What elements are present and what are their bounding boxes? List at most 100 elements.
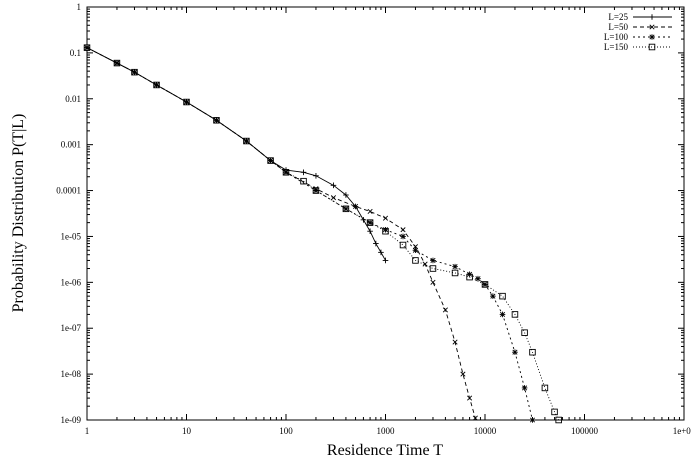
data-point	[451, 269, 459, 277]
data-point	[475, 275, 481, 282]
y-tick-label: 1e-07	[61, 323, 82, 333]
data-point	[467, 395, 473, 401]
series-layer	[83, 44, 562, 424]
data-point	[399, 241, 407, 249]
data-point	[153, 81, 160, 89]
series-line	[86, 47, 533, 421]
series-L=150	[83, 44, 562, 424]
data-point	[430, 279, 436, 285]
data-point	[499, 311, 506, 318]
data-point	[442, 307, 448, 313]
data-point	[366, 219, 374, 226]
legend-item: L=150	[604, 42, 672, 52]
y-tick-label: 1e-08	[61, 369, 82, 379]
data-point	[430, 257, 436, 264]
data-point	[400, 227, 406, 233]
data-point	[131, 69, 138, 75]
data-point	[352, 203, 359, 210]
data-point	[511, 311, 519, 318]
data-point	[373, 240, 379, 247]
legend-marker	[648, 43, 656, 51]
x-tick-label: 1000	[377, 426, 396, 436]
legend-label: L=25	[608, 12, 628, 22]
data-point	[472, 415, 478, 421]
data-point	[378, 249, 384, 256]
data-point	[213, 117, 220, 124]
x-tick-label: 100	[279, 426, 293, 436]
legend-item: L=50	[608, 22, 672, 32]
data-point	[367, 228, 373, 235]
data-point	[382, 215, 389, 221]
data-point	[551, 408, 558, 416]
data-point	[183, 98, 190, 106]
y-tick-label: 0.01	[65, 94, 81, 104]
x-tick-label: 1	[85, 426, 90, 436]
legend-marker	[649, 14, 655, 20]
data-point	[343, 192, 349, 198]
x-axis-title: Residence Time T	[327, 442, 443, 459]
series-L=50	[84, 45, 478, 421]
y-axis-title: Probability Distribution P(T|L)	[10, 114, 27, 313]
data-point	[360, 217, 367, 223]
data-point	[113, 59, 121, 67]
legend-marker	[649, 24, 655, 30]
data-point	[529, 348, 536, 356]
data-point	[183, 99, 190, 105]
data-point	[412, 247, 419, 254]
data-point	[243, 137, 250, 145]
legend-label: L=150	[604, 42, 629, 52]
data-point	[555, 416, 562, 424]
data-point	[499, 292, 506, 300]
data-point	[481, 281, 489, 288]
axis-ticks: 1 10 100 1000 10000 100000 1e+06 1e-09 1e-08 1e-0…	[56, 2, 691, 436]
data-point	[300, 169, 307, 176]
data-point	[429, 265, 437, 272]
data-point	[213, 117, 220, 124]
data-point	[367, 208, 373, 215]
data-point	[521, 385, 528, 391]
legend-label: L=100	[604, 32, 629, 42]
data-point	[313, 172, 319, 179]
data-point	[490, 293, 496, 299]
data-point	[460, 371, 466, 377]
data-point	[330, 182, 337, 189]
data-point	[541, 384, 549, 392]
y-tick-label: 0.1	[70, 48, 81, 58]
plot-frame	[86, 6, 685, 421]
data-point	[282, 169, 290, 176]
data-point	[83, 44, 91, 51]
y-tick-label: 0.001	[61, 140, 81, 150]
legend-item: L=100	[604, 32, 672, 42]
series-line	[86, 47, 476, 419]
y-tick-label: 1e-06	[61, 277, 82, 287]
data-point	[330, 195, 337, 201]
x-tick-label: 10000	[474, 426, 497, 436]
series-L=100	[84, 44, 536, 423]
data-point	[512, 349, 518, 356]
data-point	[529, 417, 536, 423]
y-tick-label: 1e-05	[61, 231, 82, 241]
legend-label: L=50	[608, 22, 628, 32]
x-tick-label: 1e+06	[673, 426, 691, 436]
series-line	[86, 47, 560, 421]
data-point	[482, 281, 488, 288]
data-point	[342, 205, 350, 213]
x-tick-label: 10	[182, 426, 192, 436]
data-point	[466, 273, 473, 281]
series-line	[86, 47, 386, 261]
data-point	[312, 187, 320, 194]
data-point	[382, 257, 389, 264]
data-point	[300, 177, 307, 185]
y-tick-label: 1e-09	[61, 415, 82, 425]
data-point	[412, 257, 419, 264]
data-point	[452, 339, 458, 345]
y-tick-label: 0.0001	[56, 186, 81, 196]
series-L=25	[84, 44, 389, 264]
y-tick-label: 1	[77, 2, 82, 12]
data-point	[382, 227, 389, 235]
data-point	[343, 206, 349, 212]
legend-marker	[649, 34, 655, 40]
legend-item: L=25	[608, 12, 672, 22]
